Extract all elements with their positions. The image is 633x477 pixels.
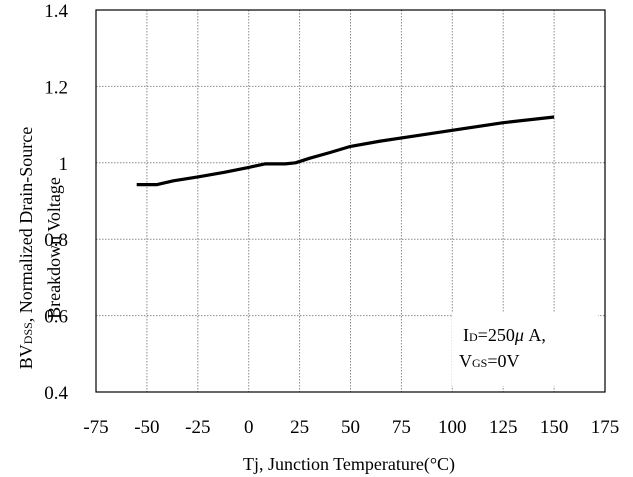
x-tick-label: 0 (244, 417, 254, 438)
x-tick-labels: -75 -50 -25 0 25 50 75 100 125 150 175 (83, 417, 619, 438)
y-tick-label: 1 (59, 154, 69, 175)
x-tick-label: 100 (438, 417, 467, 438)
x-tick-label: 50 (341, 417, 360, 438)
y-tick-label: 0.8 (44, 230, 68, 251)
y-tick-label: 0.6 (44, 307, 68, 328)
x-tick-label: 175 (591, 417, 620, 438)
x-tick-label: 75 (392, 417, 411, 438)
x-tick-label: 150 (540, 417, 569, 438)
series-line (136, 115, 555, 187)
x-tick-label: 25 (290, 417, 309, 438)
y-tick-label: 0.4 (44, 383, 68, 404)
x-axis-title: Tj, Junction Temperature(°C) (243, 454, 455, 475)
x-tick-label: -50 (134, 417, 159, 438)
annotation-vgs: VGS=0V (459, 351, 520, 371)
plot-frame (95, 9, 606, 393)
annotation-id: ID=250μ A, (463, 325, 546, 345)
y-axis-title-line2: Breakdown Voltage (44, 177, 64, 319)
annotation-box (452, 312, 598, 386)
y-tick-label: 1.2 (44, 77, 68, 98)
x-tick-label: -25 (185, 417, 210, 438)
series-layer (136, 115, 555, 187)
y-axis-title: BVDSS, Normalized Drain-Source (16, 127, 36, 369)
x-tick-label: -75 (83, 417, 108, 438)
x-tick-label: 125 (489, 417, 518, 438)
y-tick-labels: 0.4 0.6 0.8 1 1.2 1.4 (44, 1, 68, 404)
y-tick-label: 1.4 (44, 1, 68, 22)
